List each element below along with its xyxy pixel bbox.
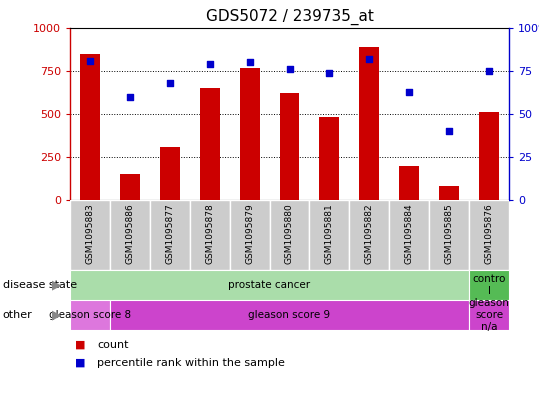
Text: gleason score 9: gleason score 9: [248, 310, 330, 320]
Text: GSM1095886: GSM1095886: [126, 204, 134, 264]
Text: gleason
score
n/a: gleason score n/a: [468, 298, 509, 332]
Bar: [399, 167, 419, 200]
Point: [405, 88, 413, 95]
Text: percentile rank within the sample: percentile rank within the sample: [97, 358, 285, 368]
Text: GSM1095884: GSM1095884: [405, 204, 414, 264]
Bar: [479, 112, 499, 200]
Bar: [360, 47, 379, 200]
Text: GSM1095878: GSM1095878: [205, 204, 214, 264]
Bar: [469, 200, 509, 270]
Bar: [80, 54, 100, 200]
Point: [205, 61, 214, 67]
Bar: [70, 300, 110, 330]
Bar: [230, 200, 270, 270]
Point: [485, 68, 493, 74]
Bar: [280, 94, 300, 200]
Text: GSM1095880: GSM1095880: [285, 204, 294, 264]
Bar: [469, 270, 509, 300]
Point: [325, 70, 334, 76]
Bar: [320, 118, 340, 200]
Bar: [349, 200, 389, 270]
Text: GSM1095881: GSM1095881: [325, 204, 334, 264]
Point: [285, 66, 294, 72]
Bar: [160, 147, 179, 200]
Text: contro
l: contro l: [472, 274, 506, 296]
Text: GSM1095885: GSM1095885: [445, 204, 454, 264]
Point: [165, 80, 174, 86]
Bar: [439, 186, 459, 200]
Text: GSM1095879: GSM1095879: [245, 204, 254, 264]
Point: [245, 59, 254, 66]
Text: disease state: disease state: [3, 280, 77, 290]
Text: gleason score 8: gleason score 8: [49, 310, 131, 320]
Text: count: count: [97, 340, 128, 350]
Point: [126, 94, 134, 100]
Bar: [120, 174, 140, 200]
Title: GDS5072 / 239735_at: GDS5072 / 239735_at: [205, 9, 374, 25]
Bar: [190, 200, 230, 270]
Point: [365, 56, 374, 62]
Bar: [240, 68, 260, 200]
Text: other: other: [3, 310, 32, 320]
Text: ▶: ▶: [52, 309, 62, 321]
Bar: [429, 200, 469, 270]
Point: [86, 57, 94, 64]
Bar: [150, 200, 190, 270]
Text: GSM1095876: GSM1095876: [485, 204, 494, 264]
Text: GSM1095882: GSM1095882: [365, 204, 374, 264]
Text: GSM1095877: GSM1095877: [165, 204, 174, 264]
Bar: [110, 200, 150, 270]
Bar: [389, 200, 429, 270]
Text: GSM1095883: GSM1095883: [86, 204, 94, 264]
Bar: [469, 300, 509, 330]
Bar: [200, 88, 220, 200]
Bar: [70, 200, 110, 270]
Bar: [270, 200, 309, 270]
Point: [445, 128, 453, 134]
Bar: [309, 200, 349, 270]
Text: prostate cancer: prostate cancer: [229, 280, 310, 290]
Bar: [110, 300, 469, 330]
Text: ▶: ▶: [52, 279, 62, 292]
Text: ■: ■: [75, 340, 86, 350]
Text: ■: ■: [75, 358, 86, 368]
